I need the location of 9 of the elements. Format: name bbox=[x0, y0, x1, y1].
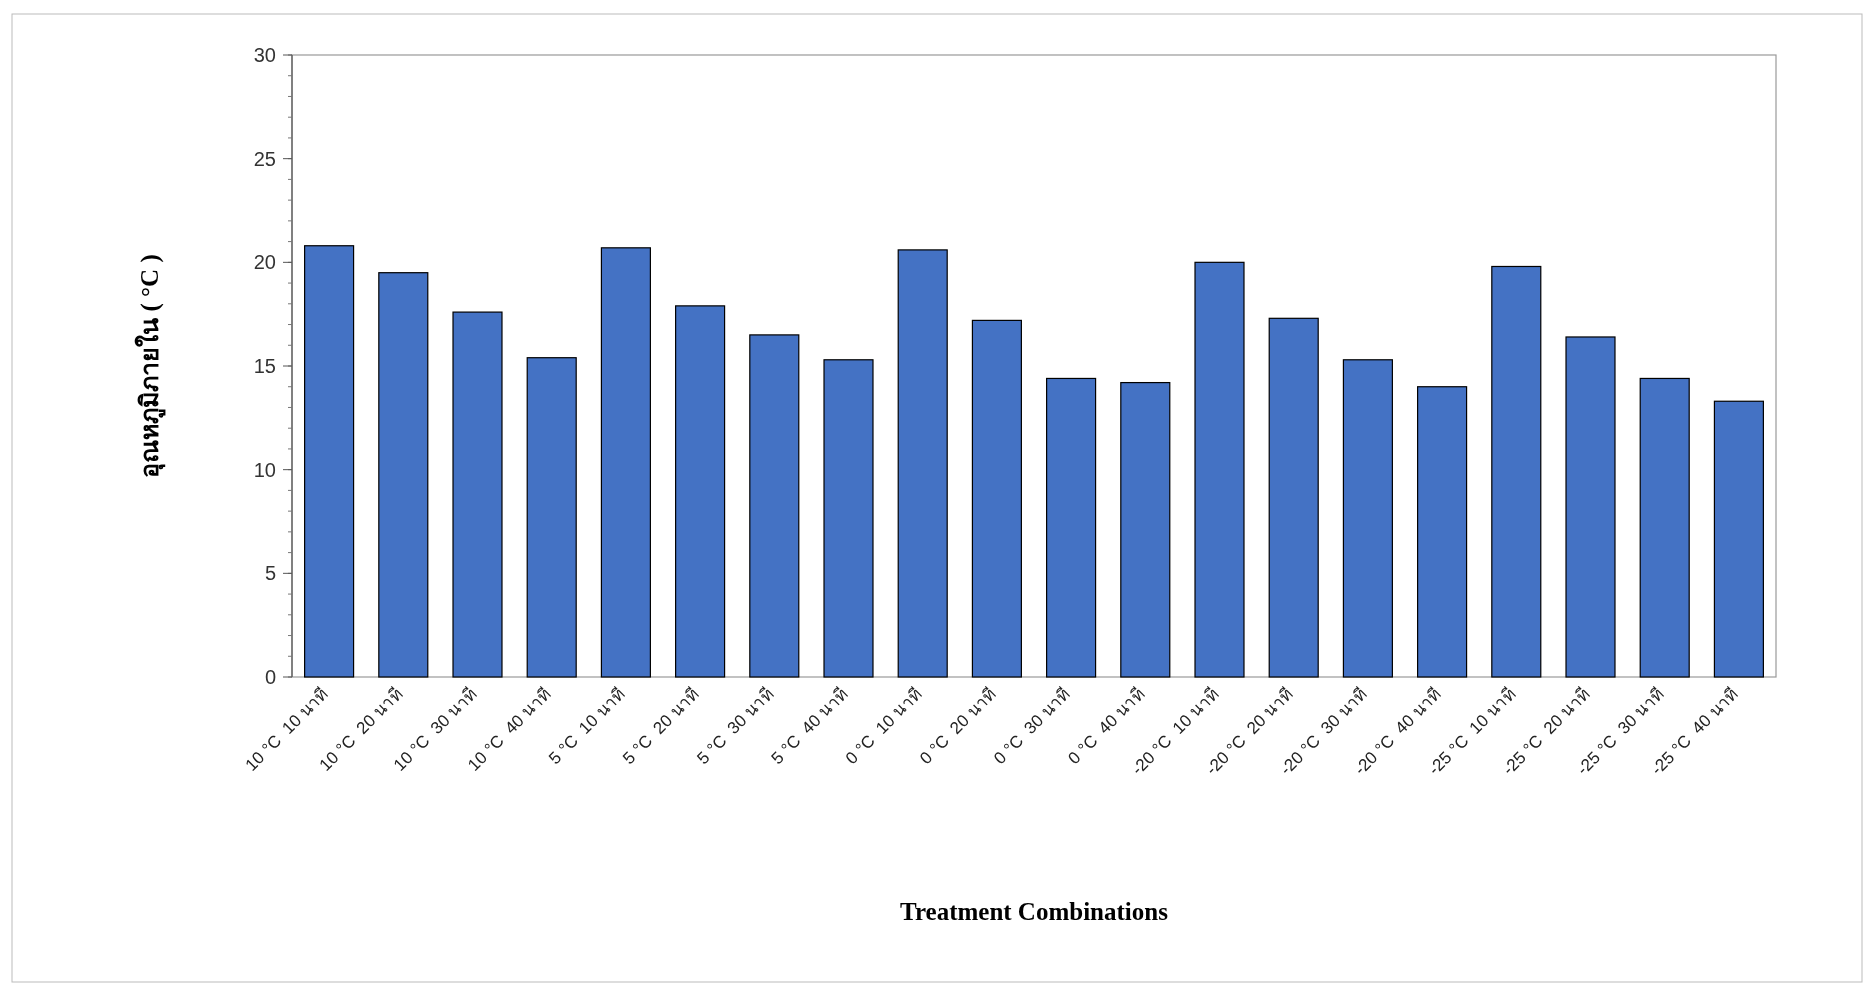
y-tick-label: 15 bbox=[253, 355, 276, 377]
y-tick-label: 5 bbox=[264, 562, 276, 585]
y-axis-title: อุณหภูมิภายใน ( °C ) bbox=[134, 254, 166, 478]
y-tick-label: 30 bbox=[253, 44, 276, 66]
y-tick-label: 10 bbox=[253, 458, 276, 481]
x-axis-title: Treatment Combinations bbox=[900, 898, 1169, 925]
y-tick-label: 0 bbox=[264, 666, 276, 688]
y-tick-label: 20 bbox=[253, 251, 276, 274]
y-tick-label: 25 bbox=[253, 147, 276, 170]
